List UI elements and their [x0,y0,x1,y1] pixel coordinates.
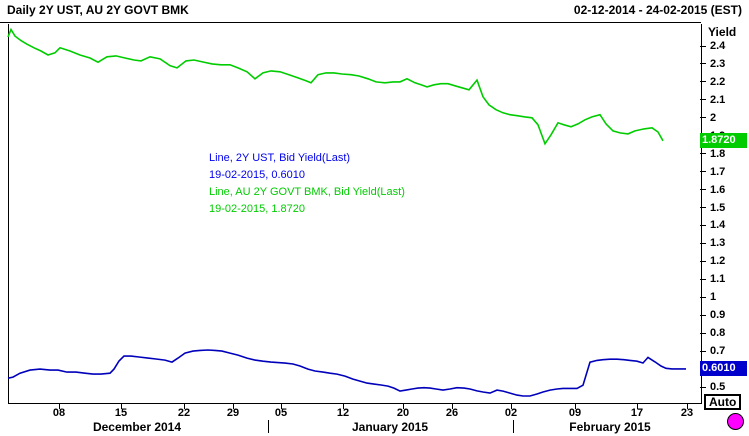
month-label: February 2015 [569,420,651,434]
month-label: January 2015 [351,420,429,434]
y-tick-label: 1.6 [710,183,726,196]
y-tick-mark [700,242,706,244]
scroll-handle-icon[interactable] [727,413,744,430]
month-separator [268,420,269,433]
y-tick-mark [700,278,706,280]
x-tick-label: 20 [396,407,410,419]
y-tick-mark [700,386,706,388]
y-tick-label: 2.2 [710,75,726,88]
x-tick-mark [403,404,404,409]
y-tick-mark [700,314,706,316]
x-tick-mark [575,404,576,409]
x-tick-mark [687,404,688,409]
x-tick-label: 08 [52,407,66,419]
x-tick-label: 05 [274,407,288,419]
x-tick-mark [511,404,512,409]
legend-line: 19-02-2015, 1.8720 [209,203,306,215]
y-tick-label: 0.5 [710,381,726,393]
y-tick-label: 2.4 [710,40,726,52]
chart-legend: Line, 2Y UST, Bid Yield(Last) 19-02-2015,… [209,150,405,218]
x-tick-label: 23 [680,407,694,419]
y-tick-label: 1.1 [710,273,726,286]
series-line-au-2y-govt-bmk[interactable] [7,27,664,146]
y-tick-label: 2 [710,111,717,124]
y-tick-label: 0.8 [710,327,726,340]
x-tick-label: 17 [630,407,644,419]
date-range-label: 02-12-2014 - 24-02-2015 (EST) [573,3,742,17]
y-tick-label: 0.7 [710,345,726,358]
x-tick-label: 02 [504,407,518,419]
legend-line: Line, 2Y UST, Bid Yield(Last) [209,152,351,164]
y-tick-mark [700,350,706,352]
header-divider [0,22,701,23]
x-tick-mark [281,404,282,409]
last-value-badge: 1.8720 [700,133,747,149]
x-tick-label: 29 [226,407,240,419]
y-tick-mark [700,63,706,65]
x-tick-label: 15 [114,407,128,419]
y-tick-mark [700,117,706,119]
x-tick-label: 26 [445,407,459,419]
y-tick-mark [700,189,706,191]
month-separator [513,420,514,433]
legend-line: Line, AU 2Y GOVT BMK, Bid Yield(Last) [209,186,405,198]
y-tick-label: 2.1 [710,93,726,106]
y-tick-mark [700,171,706,173]
y-tick-label: 1.5 [710,201,726,214]
chart-title: Daily 2Y UST, AU 2Y GOVT BMK [7,3,189,17]
last-value-badge: 0.6010 [700,361,747,377]
y-tick-label: 1.3 [710,237,726,250]
y-tick-label: 0.9 [710,309,726,322]
y-tick-mark [700,99,706,101]
x-tick-label: 12 [336,407,350,419]
x-tick-label: 22 [177,407,191,419]
y-tick-label: 2.3 [710,57,726,70]
x-tick-mark [59,404,60,409]
x-tick-label: 09 [568,407,582,419]
series-line-2y-ust[interactable] [7,349,686,397]
x-tick-mark [233,404,234,409]
y-tick-mark [700,224,706,226]
y-tick-label: 1.4 [710,219,726,232]
x-tick-mark [121,404,122,409]
y-tick-mark [700,260,706,262]
auto-scale-button[interactable]: Auto [704,394,742,410]
y-tick-label: 1 [710,291,717,304]
x-tick-mark [452,404,453,409]
x-tick-mark [343,404,344,409]
y-axis-title: Yield [708,25,737,39]
y-tick-label: 1.2 [710,255,726,268]
legend-line: 19-02-2015, 0.6010 [209,169,306,181]
y-tick-mark [700,153,706,155]
y-tick-mark [700,332,706,334]
y-tick-label: 1.7 [710,165,726,178]
plot-frame [8,24,702,404]
month-label: December 2014 [92,420,182,434]
x-tick-mark [184,404,185,409]
y-tick-label: 1.8 [710,147,726,160]
y-tick-mark [700,45,706,47]
x-tick-mark [637,404,638,409]
y-tick-mark [700,81,706,83]
y-tick-mark [700,207,706,209]
y-tick-mark [700,296,706,298]
